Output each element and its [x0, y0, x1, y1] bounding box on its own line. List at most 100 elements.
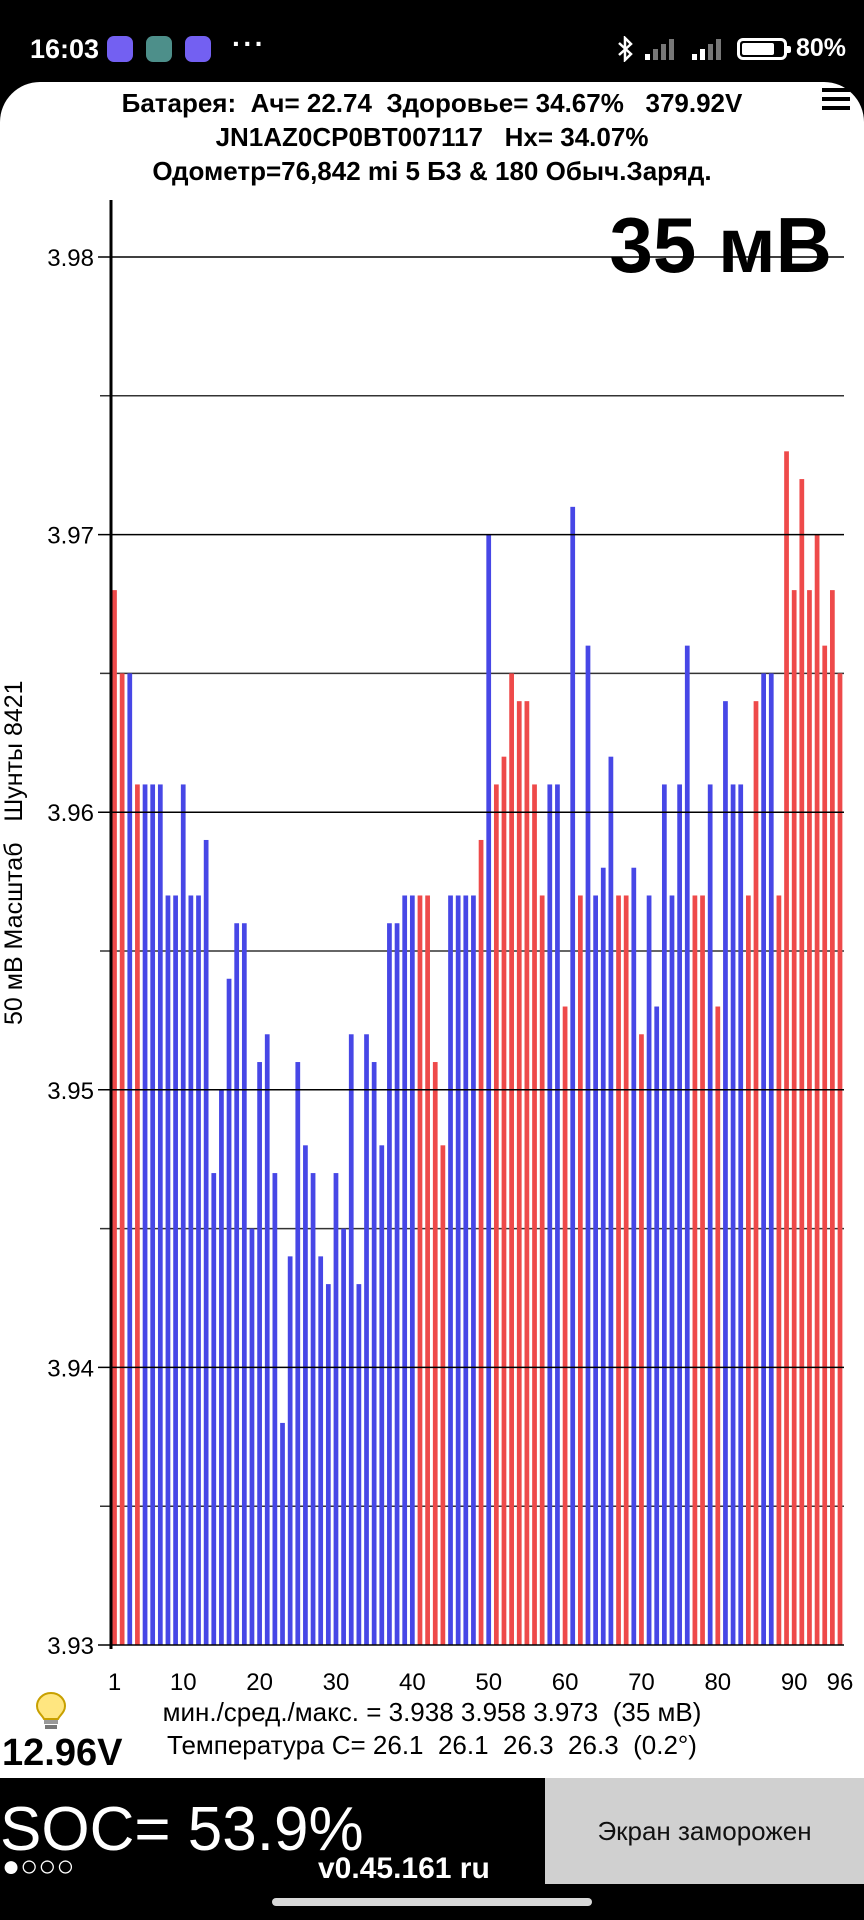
- bar-cell-96: [837, 673, 843, 1645]
- x-tick-label: 1: [108, 1669, 121, 1696]
- odometer-line: Одометр=76,842 mi 5 БЗ & 180 Обыч.Заряд.: [152, 156, 712, 186]
- viber-icon: [185, 36, 211, 62]
- bar-cell-41: [417, 895, 423, 1645]
- bar-cell-23: [280, 1422, 285, 1645]
- bar-cell-87: [768, 673, 774, 1645]
- bar-cell-90: [791, 590, 797, 1645]
- cell-voltage-chart: 3.93 3.94 3.95 3.96 3.97 3.98 1 10 20 30 40 50 60 70 8…: [47, 200, 854, 1696]
- bar-cell-5: [142, 784, 148, 1645]
- bar-cell-36: [379, 1145, 385, 1645]
- bar-cell-60: [562, 1006, 568, 1645]
- bar-cell-4: [135, 784, 140, 1645]
- bar-cell-85: [753, 701, 759, 1645]
- vin-line: JN1AZ0CP0BT007117 Hx= 34.07%: [215, 122, 649, 152]
- bar-cell-91: [799, 479, 805, 1646]
- soc-readout: SOC= 53.9%: [0, 1795, 364, 1864]
- battery-summary: Батарея: Ач= 22.74 Здоровье= 34.67% 379.…: [121, 88, 743, 118]
- bar-cell-62: [577, 895, 583, 1645]
- y-tick-label: 3.95: [47, 1078, 94, 1105]
- bar-cell-24: [287, 1256, 293, 1645]
- bar-cell-16: [226, 978, 232, 1645]
- bar-cell-69: [631, 867, 637, 1645]
- signal-icon: [644, 38, 674, 60]
- bar-cell-10: [180, 784, 186, 1645]
- gesture-nav-handle[interactable]: [272, 1898, 592, 1906]
- y-tick-label: 3.98: [47, 245, 94, 272]
- bar-cell-29: [325, 1284, 331, 1645]
- bar-cell-89: [784, 451, 789, 1645]
- bar-cell-17: [234, 923, 240, 1645]
- x-tick-label: 96: [827, 1669, 854, 1696]
- bar-cell-38: [394, 923, 400, 1645]
- bar-cell-33: [356, 1284, 362, 1645]
- bar-cell-57: [539, 895, 545, 1645]
- bar-cell-65: [600, 867, 606, 1645]
- bar-cell-55: [524, 701, 530, 1645]
- bar-cell-80: [715, 1006, 721, 1645]
- bar-cell-6: [150, 784, 156, 1645]
- bar-cell-47: [463, 895, 469, 1645]
- gallery-icon: [146, 36, 172, 62]
- bar-cell-81: [723, 701, 728, 1645]
- bar-cell-82: [730, 784, 736, 1645]
- bar-cell-7: [157, 784, 163, 1645]
- bar-cell-51: [493, 784, 499, 1645]
- bar-cell-46: [455, 895, 461, 1645]
- bar-cell-44: [440, 1145, 446, 1645]
- battery-percent: 80%: [795, 34, 846, 62]
- bar-cell-31: [341, 1228, 346, 1645]
- x-tick-label: 30: [323, 1669, 350, 1696]
- viber-icon: [107, 36, 133, 62]
- bar-cell-27: [310, 1173, 316, 1645]
- bar-cell-67: [616, 895, 621, 1645]
- bar-cell-59: [555, 784, 560, 1645]
- bar-cell-34: [364, 1034, 369, 1645]
- bar-cell-76: [684, 645, 690, 1645]
- y-tick-label: 3.96: [47, 800, 94, 827]
- bar-cell-26: [303, 1145, 308, 1645]
- bar-cell-94: [822, 645, 828, 1645]
- bar-cell-75: [677, 784, 682, 1645]
- bar-cell-88: [776, 895, 782, 1645]
- bar-cell-40: [409, 895, 415, 1645]
- bar-cell-19: [249, 1228, 255, 1645]
- bar-cell-8: [165, 895, 171, 1645]
- bar-cell-49: [478, 839, 484, 1645]
- bar-cell-1: [112, 590, 117, 1645]
- more-notifications-icon: ···: [232, 28, 266, 59]
- bar-cell-9: [173, 895, 178, 1645]
- aux-battery-voltage: 12.96V: [2, 1732, 123, 1774]
- bar-cell-86: [761, 673, 766, 1645]
- bar-cell-71: [646, 895, 652, 1645]
- bar-cell-77: [692, 895, 698, 1645]
- y-tick-label: 3.93: [47, 1633, 94, 1660]
- freeze-screen-button[interactable]: Экран заморожен: [545, 1778, 864, 1884]
- bar-cell-83: [738, 784, 744, 1645]
- cell-range-label: 35 мВ: [609, 201, 832, 289]
- bar-cell-22: [272, 1173, 278, 1645]
- x-tick-label: 60: [552, 1669, 579, 1696]
- bar-cell-28: [318, 1256, 324, 1645]
- bar-cell-84: [745, 895, 751, 1645]
- bar-cell-79: [707, 784, 713, 1645]
- x-tick-label: 80: [704, 1669, 731, 1696]
- status-time: 16:03: [30, 34, 100, 64]
- bar-cell-73: [661, 784, 667, 1645]
- bar-cell-18: [241, 923, 247, 1645]
- x-tick-label: 50: [475, 1669, 502, 1696]
- bar-cell-54: [516, 701, 522, 1645]
- bar-cell-21: [264, 1034, 270, 1645]
- bar-cell-42: [425, 895, 430, 1645]
- status-bar: 16:03 ··· 80%: [0, 0, 864, 96]
- bar-cell-12: [196, 895, 201, 1645]
- lightbulb-icon[interactable]: [34, 1691, 68, 1733]
- y-tick-label: 3.97: [47, 523, 94, 550]
- bar-cell-30: [333, 1173, 339, 1645]
- bar-cell-20: [257, 1062, 262, 1645]
- connection-dots: ●○○○: [2, 1850, 75, 1883]
- menu-icon[interactable]: [822, 88, 850, 112]
- bar-cell-56: [532, 784, 537, 1645]
- signal-icon: [691, 38, 721, 60]
- y-axis-label: 50 мВ Масштаб Шунты 8421: [0, 680, 28, 1025]
- bar-cell-2: [119, 673, 125, 1645]
